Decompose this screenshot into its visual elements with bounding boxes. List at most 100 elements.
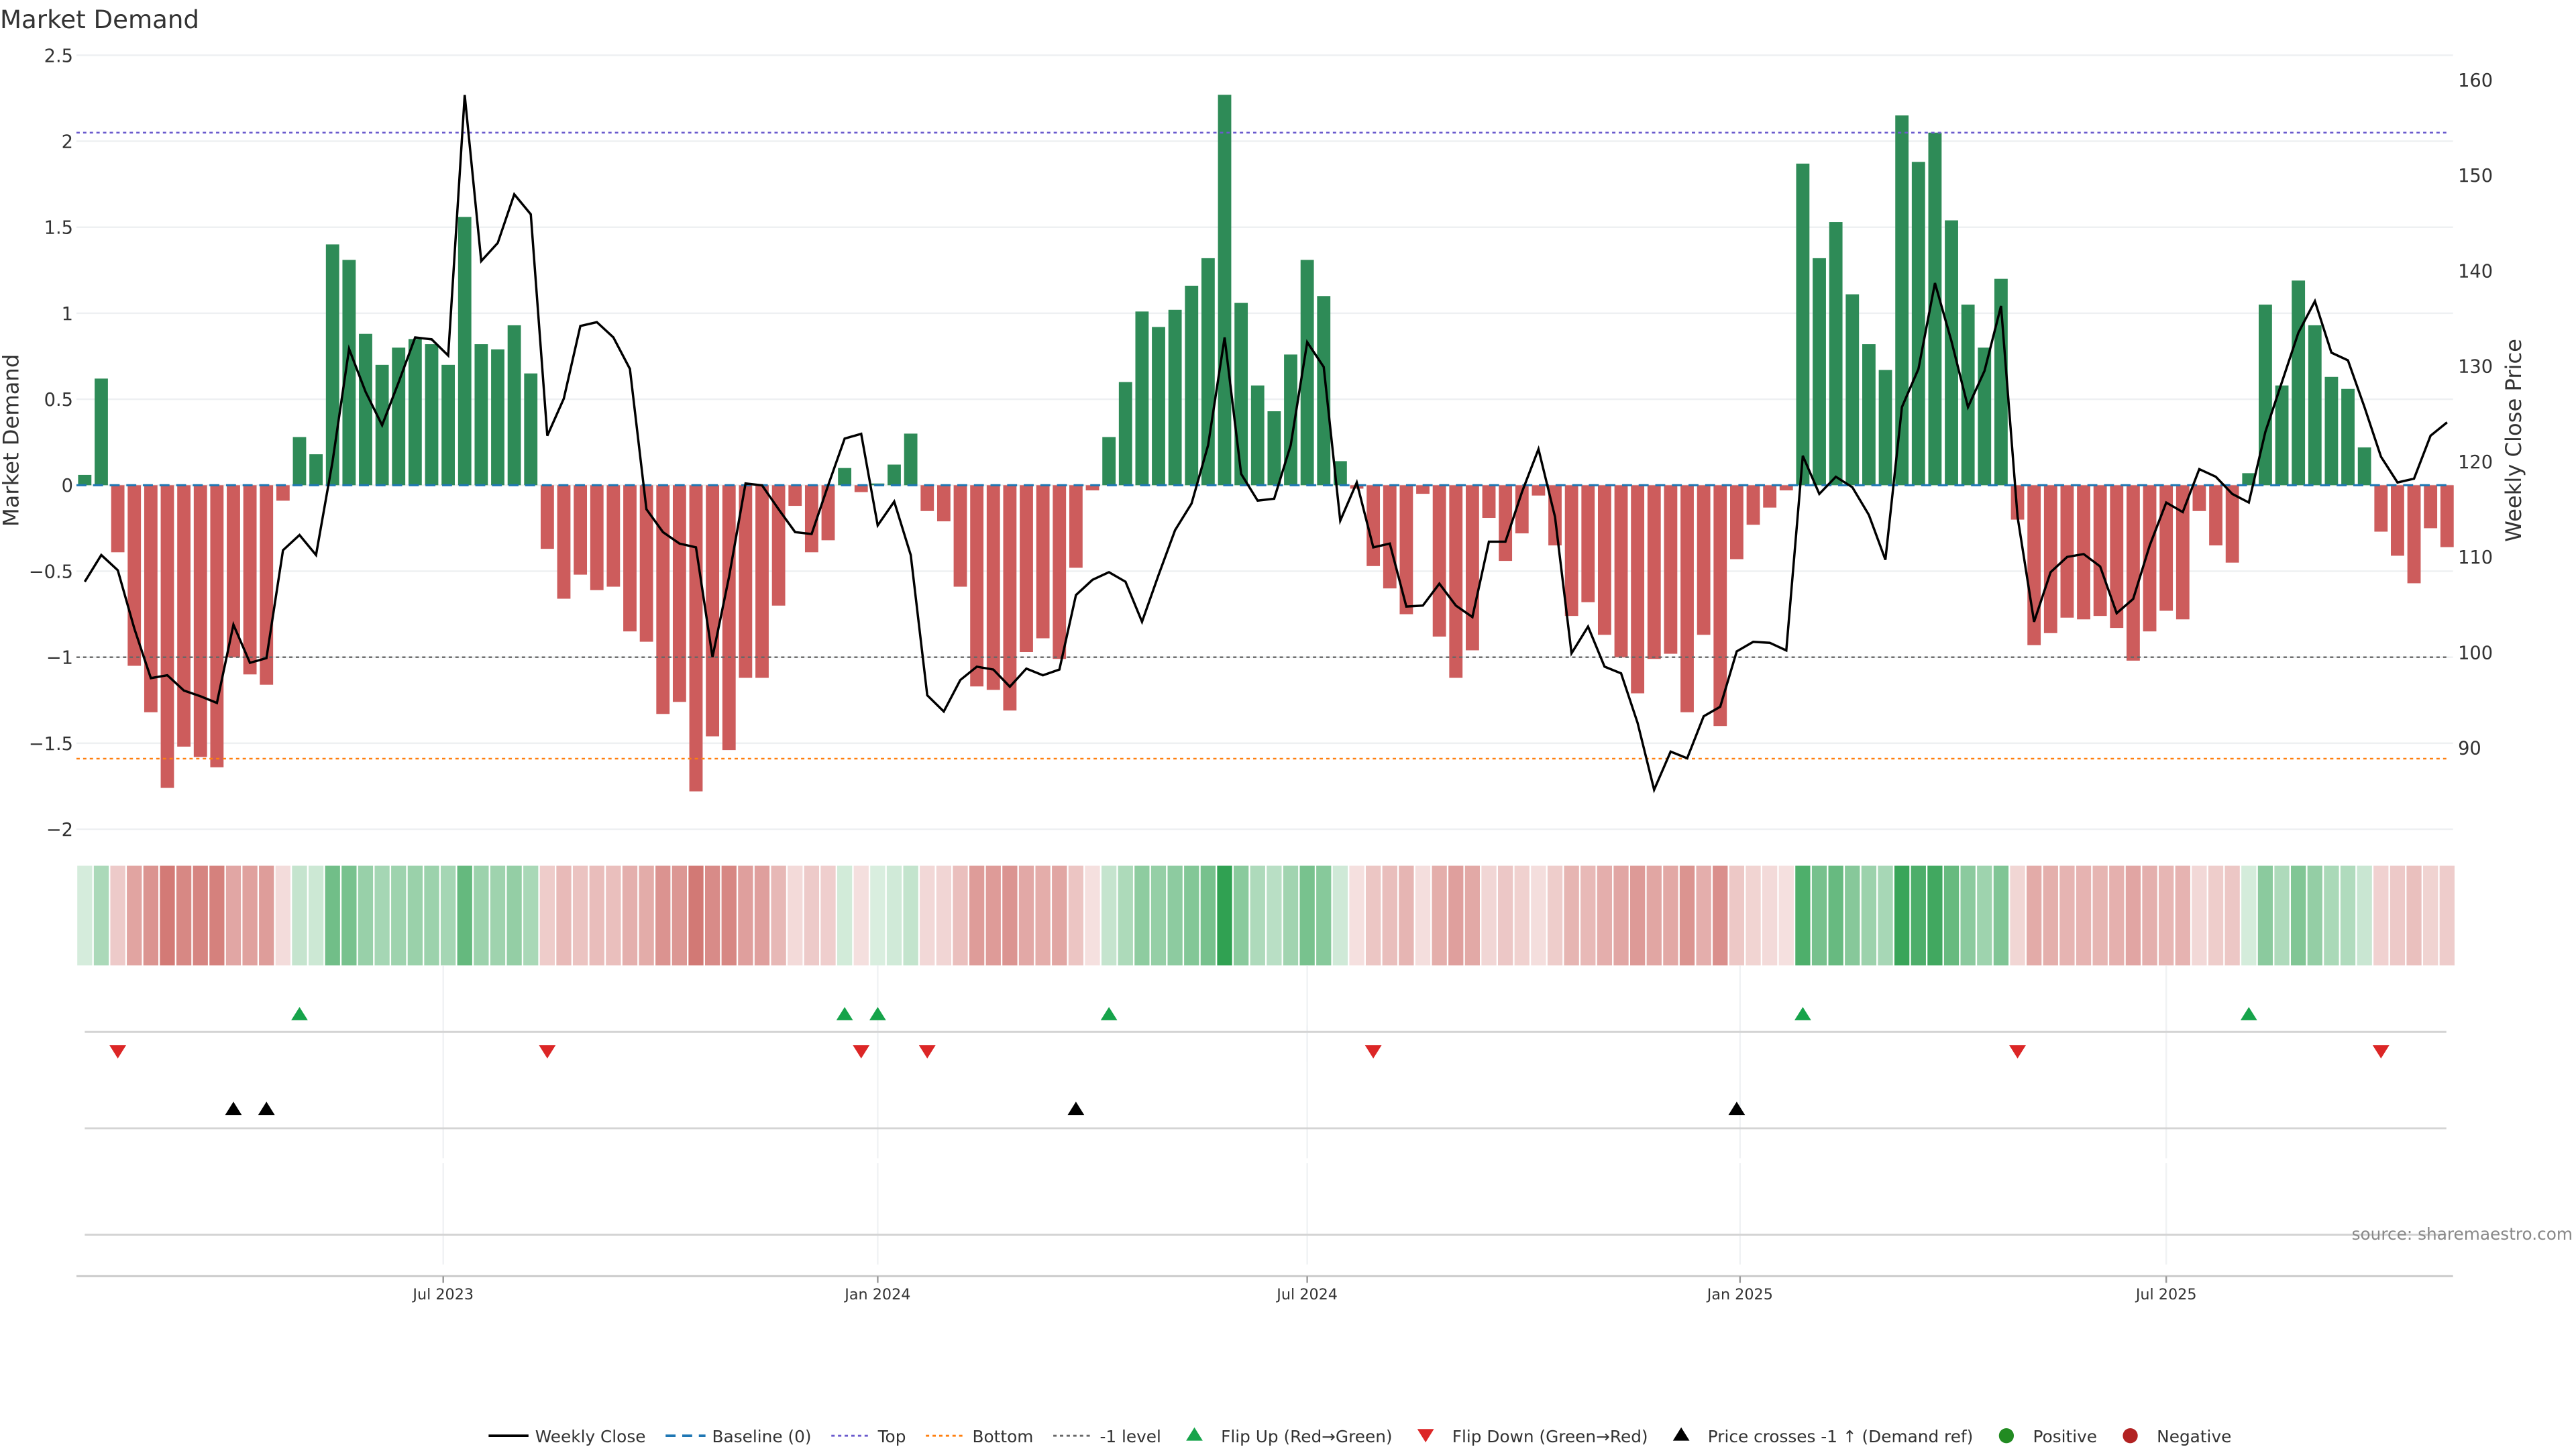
negative-bar	[1053, 485, 1067, 659]
positive-bar	[2308, 325, 2322, 486]
heatmap-cell	[572, 865, 588, 966]
heatmap-cell	[2043, 865, 2058, 966]
heatmap-cell	[160, 865, 175, 966]
heatmap-cell	[2423, 865, 2438, 966]
positive-bar	[1201, 258, 1215, 486]
negative-bar	[1729, 485, 1743, 559]
x-tick-label: Jan 2024	[843, 1286, 910, 1303]
legend-triangle-down-icon	[1417, 1429, 1434, 1443]
legend-triangle-up-icon	[1186, 1427, 1203, 1441]
heatmap-cell	[1894, 865, 1910, 966]
positive-bar	[474, 344, 488, 486]
heatmap-cell	[1564, 865, 1579, 966]
flip-down-marker	[2372, 1045, 2390, 1059]
flip-down-marker	[109, 1045, 126, 1059]
heatmap-cell	[1580, 865, 1596, 966]
legend-label: Flip Up (Red→Green)	[1221, 1427, 1392, 1446]
heatmap-cell	[1349, 865, 1364, 966]
negative-bar	[557, 485, 571, 599]
heatmap-cell	[193, 865, 208, 966]
positive-bar	[78, 474, 92, 486]
positive-bar	[2259, 305, 2272, 486]
positive-bar	[1813, 258, 1826, 486]
heatmap-cell	[457, 865, 472, 966]
heatmap-cell	[1200, 865, 1216, 966]
price-cross-marker	[225, 1102, 242, 1116]
negative-bar	[706, 485, 720, 737]
negative-bar	[111, 485, 125, 553]
negative-bar	[2209, 485, 2222, 546]
negative-bar	[788, 485, 802, 506]
legend-label: Bottom	[973, 1427, 1034, 1446]
positive-bar	[1317, 296, 1331, 486]
heatmap-cell	[1415, 865, 1431, 966]
flip-up-marker	[836, 1007, 853, 1020]
heatmap-cell	[606, 865, 621, 966]
heatmap-cell	[1382, 865, 1397, 966]
heatmap-cell	[1960, 865, 1976, 966]
heatmap-cell	[589, 865, 604, 966]
y-tick-label: 0	[62, 476, 73, 496]
negative-bar	[1647, 485, 1661, 659]
negative-bar	[276, 485, 290, 501]
legend-label: Top	[877, 1427, 906, 1446]
positive-bar	[1168, 309, 1182, 486]
heatmap-cell	[341, 865, 357, 966]
positive-bar	[1829, 222, 1843, 486]
positive-bar	[2292, 280, 2306, 486]
positive-bar	[1895, 115, 1909, 486]
heatmap-cell	[1679, 865, 1695, 966]
y-tick-label: −2	[46, 820, 73, 841]
negative-bar	[1631, 485, 1645, 694]
heatmap-cell	[225, 865, 241, 966]
y-axis-label: Market Demand	[0, 354, 23, 527]
heatmap-cell	[1184, 865, 1199, 966]
heatmap-cell	[2092, 865, 2108, 966]
heatmap-cell	[2159, 865, 2174, 966]
heatmap-cell	[1018, 865, 1034, 966]
negative-bar	[1713, 485, 1727, 727]
heatmap-cell	[1613, 865, 1629, 966]
negative-bar	[804, 485, 818, 553]
positive-bar	[491, 349, 504, 486]
heatmap-cell	[2125, 865, 2141, 966]
heatmap-cell	[1778, 865, 1794, 966]
price-cross-marker	[1728, 1102, 1746, 1116]
y-tick-label: 1	[62, 304, 73, 325]
negative-bar	[243, 485, 257, 675]
positive-bar	[1185, 285, 1199, 486]
negative-bar	[177, 485, 191, 747]
y2-tick-label: 120	[2458, 452, 2493, 473]
y-tick-label: 1.5	[44, 218, 73, 239]
legend-label: Weekly Close	[535, 1427, 646, 1446]
heatmap-cell	[1250, 865, 1265, 966]
heatmap-cell	[1927, 865, 1943, 966]
x-tick-label: Jul 2025	[2135, 1286, 2197, 1303]
heatmap-cell	[903, 865, 918, 966]
negative-bar	[672, 485, 686, 702]
legend-label: Positive	[2033, 1427, 2097, 1446]
heatmap-cell	[1332, 865, 1348, 966]
legend-circle-icon	[2123, 1428, 2138, 1444]
negative-bar	[227, 485, 240, 657]
heatmap-cell	[1068, 865, 1084, 966]
negative-bar	[2159, 485, 2174, 611]
negative-bar	[2374, 485, 2388, 532]
heatmap-cell	[2076, 865, 2092, 966]
flip-up-marker	[1100, 1007, 1118, 1020]
heatmap-cell	[308, 865, 324, 966]
heatmap-cell	[1646, 865, 1662, 966]
heatmap-cell	[2241, 865, 2257, 966]
heatmap-cell	[672, 865, 688, 966]
heatmap-strip	[77, 865, 2455, 966]
positive-bar	[408, 339, 422, 486]
heatmap-cell	[1217, 865, 1232, 966]
heatmap-cell	[77, 865, 93, 966]
heatmap-cell	[2291, 865, 2306, 966]
positive-bar	[1250, 385, 1265, 486]
heatmap-cell	[1035, 865, 1051, 966]
heatmap-cell	[1828, 865, 1843, 966]
negative-bar	[755, 485, 769, 678]
negative-bar	[2225, 485, 2239, 563]
heatmap-cell	[969, 865, 985, 966]
